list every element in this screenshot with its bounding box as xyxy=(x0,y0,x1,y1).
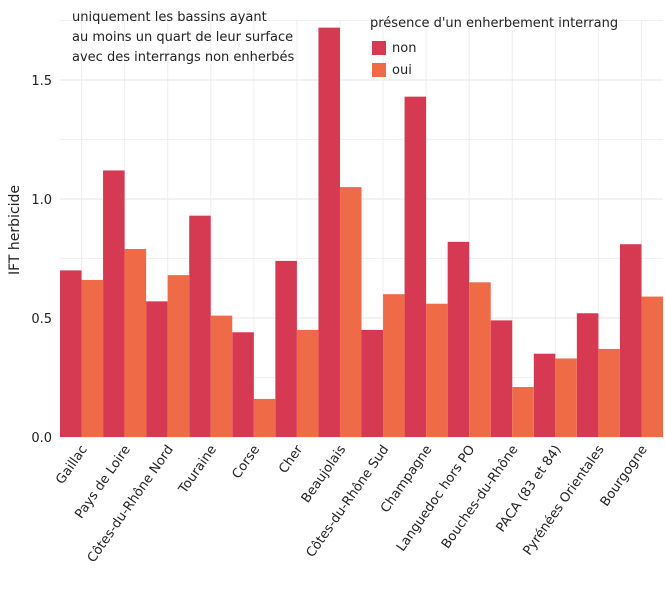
bar-oui-1[interactable] xyxy=(124,248,147,437)
bar-non-1[interactable] xyxy=(103,170,125,437)
annotation: uniquement les bassins ayant au moins un… xyxy=(72,8,294,68)
bar-oui-10[interactable] xyxy=(512,387,534,437)
bar-non-5[interactable] xyxy=(275,260,297,437)
bar-non-0[interactable] xyxy=(60,270,82,437)
bar-non-10[interactable] xyxy=(490,320,513,437)
x-tick-label: Touraine xyxy=(176,443,220,498)
x-tick-label: Côtes-du-Rhône Sud xyxy=(304,443,393,561)
legend-item-non[interactable]: non xyxy=(370,37,618,59)
x-tick-label: Cher xyxy=(276,442,306,476)
bar-non-12[interactable] xyxy=(576,313,599,437)
bar-non-9[interactable] xyxy=(447,241,470,437)
legend-swatch-non xyxy=(372,41,386,55)
bar-oui-4[interactable] xyxy=(253,398,276,437)
bar-oui-3[interactable] xyxy=(210,315,233,437)
bar-non-2[interactable] xyxy=(146,301,168,437)
legend-label-non: non xyxy=(392,40,417,56)
bar-non-7[interactable] xyxy=(361,329,384,437)
bars xyxy=(60,27,663,437)
annotation-line-2: au moins un quart de leur surface xyxy=(72,30,294,45)
y-tick-label: 0.0 xyxy=(31,431,52,446)
bar-oui-12[interactable] xyxy=(598,348,620,437)
y-tick-label: 0.5 xyxy=(31,312,52,327)
bar-oui-2[interactable] xyxy=(167,275,190,437)
y-axis-ticks: 0.0 0.5 1.0 1.5 xyxy=(31,74,52,446)
annotation-line-1: uniquement les bassins ayant xyxy=(72,10,267,25)
legend-item-oui[interactable]: oui xyxy=(370,59,618,81)
bar-oui-13[interactable] xyxy=(641,296,663,437)
bar-oui-9[interactable] xyxy=(469,282,491,437)
y-axis-label: IFT herbicide xyxy=(7,185,23,275)
x-tick-label: Bouches-du-Rhône xyxy=(439,443,522,552)
x-tick-label: Corse xyxy=(229,443,263,482)
bar-oui-5[interactable] xyxy=(296,329,319,437)
bar-oui-6[interactable] xyxy=(339,187,362,437)
bar-non-8[interactable] xyxy=(404,96,427,437)
legend: présence d'un enherbement interrang non … xyxy=(370,16,618,81)
bar-oui-0[interactable] xyxy=(81,279,104,437)
x-tick-label: Côtes-du-Rhône Nord xyxy=(85,443,177,566)
annotation-line-3: avec des interrangs non enherbés xyxy=(72,50,295,65)
y-tick-label: 1.0 xyxy=(31,193,52,208)
legend-label-oui: oui xyxy=(392,62,412,78)
bar-non-6[interactable] xyxy=(318,27,340,437)
bar-oui-11[interactable] xyxy=(555,358,577,437)
bar-non-4[interactable] xyxy=(232,332,254,437)
x-tick-label: Pyrénées Orientales xyxy=(520,443,607,559)
bar-oui-8[interactable] xyxy=(426,303,448,437)
bar-non-13[interactable] xyxy=(619,244,642,437)
bar-non-3[interactable] xyxy=(189,215,211,437)
bar-non-11[interactable] xyxy=(533,353,556,437)
x-tick-label: Languedoc hors PO xyxy=(394,443,479,555)
legend-title: présence d'un enherbement interrang xyxy=(370,16,619,31)
y-tick-label: 1.5 xyxy=(31,74,52,89)
legend-swatch-oui xyxy=(372,63,386,77)
x-tick-label: Gaillac xyxy=(53,443,91,488)
bar-oui-7[interactable] xyxy=(383,294,405,437)
